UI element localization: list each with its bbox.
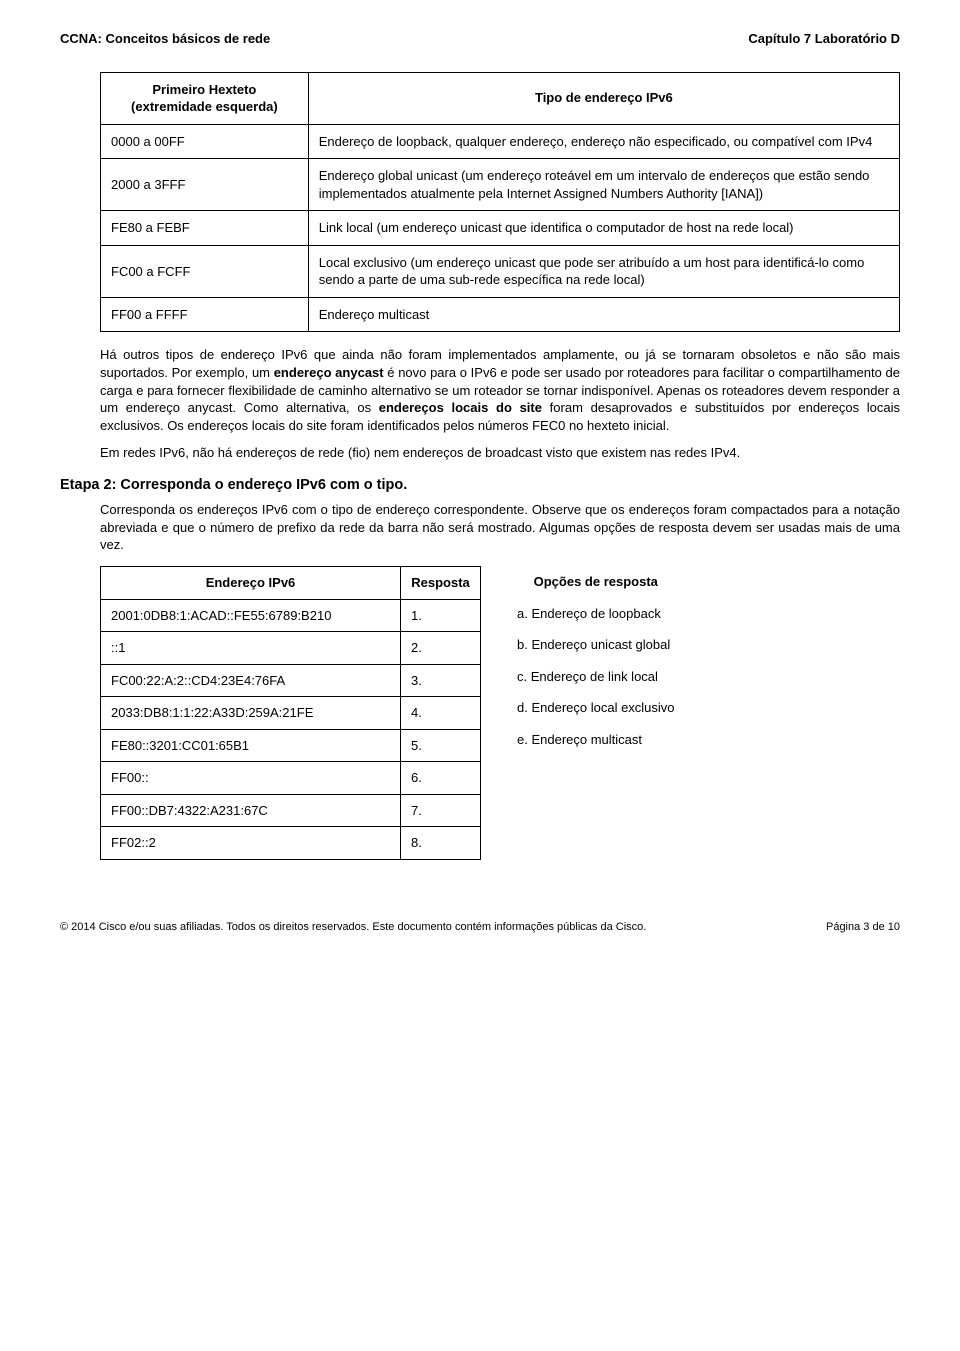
- cell-addr: FF00::: [101, 762, 401, 795]
- table-row: 2000 a 3FFF Endereço global unicast (um …: [101, 159, 900, 211]
- cell-resp: 2.: [401, 632, 481, 665]
- th-tipo: Tipo de endereço IPv6: [308, 72, 899, 124]
- cell-addr: FC00:22:A:2::CD4:23E4:76FA: [101, 664, 401, 697]
- th-resp: Resposta: [401, 566, 481, 599]
- step2-desc: Corresponda os endereços IPv6 com o tipo…: [100, 501, 900, 554]
- cell-opt: e. Endereço multicast: [507, 724, 685, 756]
- match-section: Endereço IPv6 Resposta 2001:0DB8:1:ACAD:…: [100, 566, 900, 860]
- cell-addr: FF02::2: [101, 827, 401, 860]
- cell-addr: ::1: [101, 632, 401, 665]
- table-row: FC00:22:A:2::CD4:23E4:76FA3.: [101, 664, 481, 697]
- cell-addr: 2033:DB8:1:1:22:A33D:259A:21FE: [101, 697, 401, 730]
- table-row: 2033:DB8:1:1:22:A33D:259A:21FE4.: [101, 697, 481, 730]
- page-header: CCNA: Conceitos básicos de rede Capítulo…: [60, 30, 900, 48]
- table-row: ::12.: [101, 632, 481, 665]
- table-row: FF00 a FFFF Endereço multicast: [101, 297, 900, 332]
- cell-desc: Endereço de loopback, qualquer endereço,…: [308, 124, 899, 159]
- step2-heading: Etapa 2: Corresponda o endereço IPv6 com…: [60, 476, 900, 496]
- cell-resp: 8.: [401, 827, 481, 860]
- cell-desc: Endereço global unicast (um endereço rot…: [308, 159, 899, 211]
- cell-resp: 5.: [401, 729, 481, 762]
- cell-addr: 2001:0DB8:1:ACAD::FE55:6789:B210: [101, 599, 401, 632]
- header-right: Capítulo 7 Laboratório D: [748, 30, 900, 48]
- paragraph-1: Há outros tipos de endereço IPv6 que ain…: [100, 346, 900, 434]
- cell-addr: FE80::3201:CC01:65B1: [101, 729, 401, 762]
- options-table: Opções de resposta a. Endereço de loopba…: [507, 566, 685, 755]
- table-row: e. Endereço multicast: [507, 724, 685, 756]
- th-hexteto: Primeiro Hexteto (extremidade esquerda): [101, 72, 309, 124]
- table-row: FF00::6.: [101, 762, 481, 795]
- th-addr: Endereço IPv6: [101, 566, 401, 599]
- p1-bold-anycast: endereço anycast: [274, 365, 384, 380]
- table-row: FF00::DB7:4322:A231:67C7.: [101, 794, 481, 827]
- cell-opt: a. Endereço de loopback: [507, 598, 685, 630]
- cell-resp: 4.: [401, 697, 481, 730]
- footer-left: © 2014 Cisco e/ou suas afiliadas. Todos …: [60, 920, 646, 935]
- table-row: d. Endereço local exclusivo: [507, 692, 685, 724]
- cell-range: 2000 a 3FFF: [101, 159, 309, 211]
- cell-opt: c. Endereço de link local: [507, 661, 685, 693]
- cell-resp: 3.: [401, 664, 481, 697]
- table-row: FF02::28.: [101, 827, 481, 860]
- table-row: 2001:0DB8:1:ACAD::FE55:6789:B2101.: [101, 599, 481, 632]
- th-opts: Opções de resposta: [507, 566, 685, 598]
- cell-desc: Local exclusivo (um endereço unicast que…: [308, 245, 899, 297]
- cell-addr: FF00::DB7:4322:A231:67C: [101, 794, 401, 827]
- cell-resp: 7.: [401, 794, 481, 827]
- page-footer: © 2014 Cisco e/ou suas afiliadas. Todos …: [60, 920, 900, 935]
- footer-right: Página 3 de 10: [826, 920, 900, 935]
- cell-range: 0000 a 00FF: [101, 124, 309, 159]
- cell-opt: d. Endereço local exclusivo: [507, 692, 685, 724]
- cell-desc: Link local (um endereço unicast que iden…: [308, 211, 899, 246]
- match-table: Endereço IPv6 Resposta 2001:0DB8:1:ACAD:…: [100, 566, 481, 860]
- table-row: a. Endereço de loopback: [507, 598, 685, 630]
- cell-range: FC00 a FCFF: [101, 245, 309, 297]
- cell-opt: b. Endereço unicast global: [507, 629, 685, 661]
- cell-range: FE80 a FEBF: [101, 211, 309, 246]
- address-type-table: Primeiro Hexteto (extremidade esquerda) …: [100, 72, 900, 333]
- p1-bold-sitelocal: endereços locais do site: [379, 400, 542, 415]
- table-row: FE80 a FEBF Link local (um endereço unic…: [101, 211, 900, 246]
- table-row: FC00 a FCFF Local exclusivo (um endereço…: [101, 245, 900, 297]
- table-row: b. Endereço unicast global: [507, 629, 685, 661]
- paragraph-2: Em redes IPv6, não há endereços de rede …: [100, 444, 900, 462]
- cell-resp: 1.: [401, 599, 481, 632]
- table-row: FE80::3201:CC01:65B15.: [101, 729, 481, 762]
- cell-desc: Endereço multicast: [308, 297, 899, 332]
- table-row: c. Endereço de link local: [507, 661, 685, 693]
- cell-resp: 6.: [401, 762, 481, 795]
- cell-range: FF00 a FFFF: [101, 297, 309, 332]
- table-row: 0000 a 00FF Endereço de loopback, qualqu…: [101, 124, 900, 159]
- header-left: CCNA: Conceitos básicos de rede: [60, 30, 270, 48]
